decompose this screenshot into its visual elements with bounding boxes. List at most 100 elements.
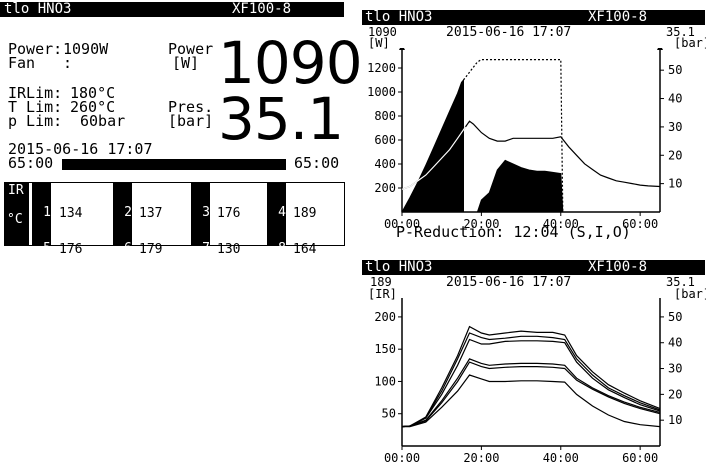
- x-tick-label: 40:00: [543, 217, 579, 231]
- sensor-id-column: 3 7 11 15: [191, 183, 210, 327]
- right-tick-label: 30: [668, 120, 682, 134]
- left-tick-label: 200: [374, 310, 396, 324]
- sensor-id: 15: [194, 313, 210, 328]
- ir-temperature-series-3: [401, 338, 661, 428]
- time-total: 65:00: [294, 154, 340, 172]
- x-tick-label: 00:00: [384, 451, 420, 465]
- sensor-id: 13: [35, 313, 51, 328]
- chart-bottom-right-value: 35.1: [666, 275, 695, 289]
- chart-bottom-device: XF100-8: [588, 259, 648, 275]
- sensor-id: 7: [202, 241, 210, 256]
- sensor-values: 137 179: [139, 184, 186, 280]
- chart-top-right-value: 35.1: [666, 25, 695, 39]
- p-reduction-caption: P-Reduction: 12:04 (S,I,O): [396, 223, 631, 241]
- right-tick-label: 30: [668, 362, 682, 376]
- power-area-series: [476, 159, 564, 213]
- big-pres-label: Pres.: [168, 98, 214, 116]
- sensor-id: 9: [43, 277, 51, 292]
- big-power-label: Power: [168, 40, 214, 58]
- sensor-value: 164: [293, 242, 317, 257]
- irlim-label: IRLim:: [8, 84, 63, 102]
- right-tick-label: 20: [668, 148, 682, 162]
- power-pressure-chart: 200 400 600 800 1000 1200 10 20 30 40 50 00:00 20:00…: [367, 48, 682, 231]
- chart-top-title-bar: tlo HNO3 XF100-8: [362, 10, 705, 25]
- sensor-id: 11: [194, 277, 210, 292]
- right-tick-label: 40: [668, 336, 682, 350]
- big-power-unit: [W]: [172, 54, 200, 72]
- ir-temperature-series-6: [402, 374, 661, 428]
- plim-label: p Lim:: [8, 112, 63, 130]
- sensor-value: 189: [293, 206, 317, 221]
- sensor-id: 3: [202, 205, 210, 220]
- chart-top-right-unit: [bar]: [674, 36, 706, 50]
- ir-temperature-chart: 50 100 150 200 10 20 30 40 50 00:00 20:00 40:00 60:0…: [374, 298, 682, 465]
- left-axis-arrow: [399, 48, 405, 50]
- program-title: tlo HNO3: [4, 1, 72, 17]
- chart-top-device: XF100-8: [588, 9, 648, 25]
- sensor-id: 1: [43, 205, 51, 220]
- left-tick-label: 600: [374, 133, 396, 147]
- chart-top-left-value: 1090: [368, 25, 397, 39]
- chart-bottom-program-title: tlo HNO3: [365, 259, 433, 275]
- tlim-value: 260°C: [70, 98, 116, 116]
- big-pres-unit: [bar]: [168, 112, 214, 130]
- x-tick-label: 20:00: [463, 451, 499, 465]
- x-tick-label: 20:00: [463, 217, 499, 231]
- right-tick-label: 20: [668, 387, 682, 401]
- sensor-value: 130: [217, 242, 241, 257]
- sensor-id: 10: [116, 277, 132, 292]
- sensor-id-column: 1 5 9 13: [32, 183, 51, 327]
- left-tick-label: 800: [374, 109, 396, 123]
- tlim-label: T Lim:: [8, 98, 63, 116]
- right-tick-label: 40: [668, 92, 682, 106]
- power-area-series: [401, 78, 464, 213]
- sensor-id: 16: [270, 313, 286, 328]
- sensor-header-column: IR °C: [5, 183, 29, 245]
- sensor-values: 189 164: [293, 184, 340, 280]
- sensor-value: 176: [217, 206, 241, 221]
- chart-bottom-left-unit: [IR]: [368, 287, 397, 301]
- left-tick-label: 200: [374, 181, 396, 195]
- big-pres-value: 35.1: [218, 85, 344, 153]
- right-tick-label: 50: [668, 310, 682, 324]
- chart-top-program-title: tlo HNO3: [365, 9, 433, 25]
- sensor-id: 6: [124, 241, 132, 256]
- chart-bottom-right-unit: [bar]: [674, 287, 706, 301]
- sensor-id: 2: [124, 205, 132, 220]
- sensor-id-column: 2 6 10 14: [113, 183, 132, 327]
- chart-bottom-left-value: 189: [370, 275, 392, 289]
- ir-temperature-series-5: [401, 361, 661, 428]
- ir-label: IR: [8, 183, 24, 198]
- sensor-table: IR °C 1 5 9 13 134 176 2 6 10 14 137 179…: [4, 182, 345, 327]
- device-name: XF100-8: [232, 1, 292, 17]
- sensor-id: 14: [116, 313, 132, 328]
- time-elapsed: 65:00: [8, 154, 54, 172]
- sensor-id: 4: [278, 205, 286, 220]
- right-tick-label: 10: [668, 413, 682, 427]
- right-tick-label: 50: [668, 63, 682, 77]
- power-value: 1090W: [63, 40, 109, 58]
- left-tick-label: 1200: [367, 61, 396, 75]
- x-tick-label: 60:00: [622, 217, 658, 231]
- chart-top-datetime: 2015-06-16 17:07: [446, 25, 572, 40]
- ir-temperature-series-1: [401, 325, 661, 428]
- left-tick-label: 100: [374, 374, 396, 388]
- ir-temperature-series-2: [401, 332, 661, 428]
- left-tick-label: 400: [374, 157, 396, 171]
- x-tick-label: 00:00: [384, 217, 420, 231]
- sensor-value: 176: [59, 242, 83, 257]
- sensor-values: 134 176: [59, 184, 106, 280]
- x-tick-label: 40:00: [543, 451, 579, 465]
- x-tick-label: 60:00: [622, 451, 658, 465]
- left-tick-label: 1000: [367, 85, 396, 99]
- big-power-value: 1090: [218, 29, 363, 97]
- sensor-id: 8: [278, 241, 286, 256]
- progress-fill: [63, 160, 285, 169]
- unit-label: °C: [7, 212, 23, 227]
- sensor-value: 179: [139, 242, 163, 257]
- sensor-id: 12: [270, 277, 286, 292]
- fan-label: Fan: [8, 54, 36, 72]
- plim-value: 60bar: [80, 112, 126, 130]
- sensor-id-column: 4 8 12 16: [267, 183, 286, 327]
- sensor-id: 5: [43, 241, 51, 256]
